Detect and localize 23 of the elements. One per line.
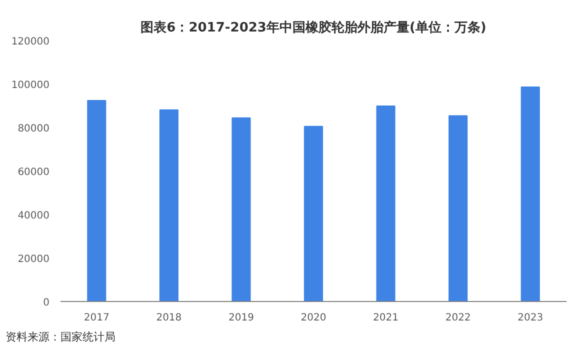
x-tick-label: 2018	[156, 312, 182, 324]
x-tick-label: 2023	[518, 312, 544, 324]
bar	[232, 117, 251, 302]
x-tick-label: 2020	[300, 312, 326, 324]
bar	[448, 115, 468, 302]
bar	[520, 86, 540, 302]
bar	[87, 100, 106, 302]
y-tick-label: 0	[43, 298, 50, 308]
y-tick-label: 120000	[11, 36, 50, 48]
x-tick-label: 2022	[445, 312, 471, 324]
y-tick-label: 100000	[11, 80, 50, 91]
bar	[376, 105, 396, 302]
text: 资料来源：国家统计局	[6, 330, 116, 344]
x-tick-label: 2019	[228, 312, 254, 324]
bar	[304, 126, 324, 302]
y-tick-label: 80000	[18, 124, 50, 134]
x-tick-label: 2017	[84, 312, 110, 324]
y-tick-label: 60000	[18, 167, 50, 178]
y-tick-label: 40000	[18, 210, 50, 222]
chart-title: 图表6：2017-2023年中国橡胶轮胎外胎产量(单位：万条)	[140, 20, 486, 36]
y-tick-label: 20000	[18, 254, 50, 265]
bar	[159, 109, 178, 302]
x-tick-label: 2021	[373, 312, 399, 324]
